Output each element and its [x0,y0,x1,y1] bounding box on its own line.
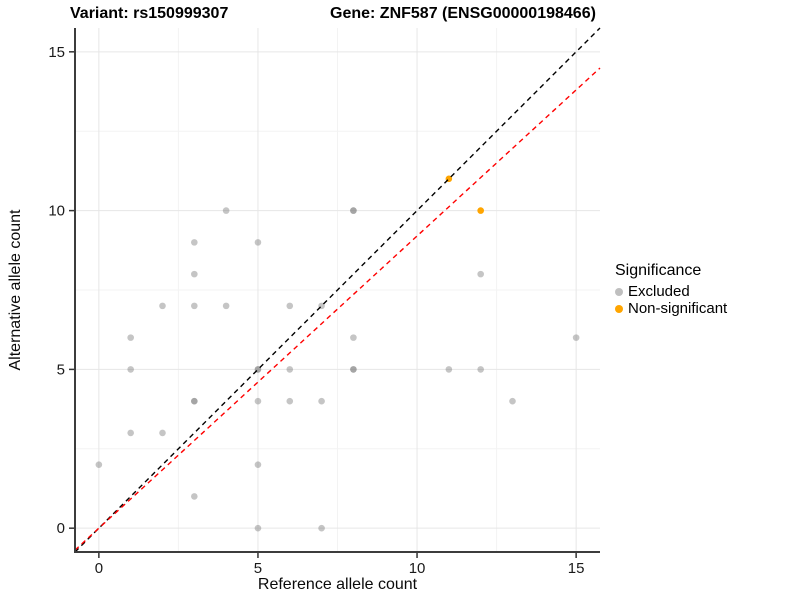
data-point-excluded [159,429,166,437]
excluded-dot-icon [615,287,623,296]
data-point-excluded [191,270,198,278]
data-point-excluded [127,366,134,373]
y-tick-label: 5 [57,361,65,378]
x-axis-label: Reference allele count [257,576,418,593]
data-point-excluded [95,461,103,468]
data-point-excluded [318,397,325,405]
data-point-excluded [318,524,325,532]
data-point-excluded [191,239,198,246]
x-tick-label: 10 [409,560,426,577]
data-point-excluded [191,493,198,500]
x-tick-label: 15 [568,560,585,577]
data-point-excluded [350,207,357,214]
data-point-excluded [159,302,166,310]
data-point-excluded [254,524,262,532]
data-point-excluded [191,397,198,405]
data-point-excluded [477,366,484,373]
data-point-excluded [286,366,294,373]
data-point-excluded [127,334,134,341]
data-point-excluded [222,302,230,310]
data-point-excluded [477,270,484,278]
data-point-excluded [286,397,294,405]
legend-item-label: Non-significant [628,300,728,317]
ratio-line [74,67,601,551]
data-point-excluded [445,366,453,373]
y-axis-label: Alternative allele count [7,209,24,371]
data-point-excluded [350,366,357,373]
legend: Significance Excluded Non-significant [615,262,727,317]
data-point-excluded [572,334,580,341]
data-point-excluded [127,429,134,437]
y-tick-label: 10 [48,203,65,220]
data-point-excluded [350,334,357,341]
data-point-excluded [191,302,198,310]
non-significant-dot-icon [615,304,623,313]
identity-line [74,27,601,553]
plot-title-gene: Gene: ZNF587 (ENSG00000198466) [330,5,596,22]
y-tick-label: 0 [57,520,65,537]
data-point-excluded [254,239,262,246]
data-point-excluded [350,366,357,373]
data-point-non-significant [477,207,484,214]
legend-item-non-significant: Non-significant [615,300,727,317]
plot-title-variant: Variant: rs150999307 [70,5,229,22]
legend-item-excluded: Excluded [615,283,727,300]
data-point-excluded [286,302,294,310]
data-point-excluded [254,397,262,405]
x-tick-label: 0 [95,560,103,577]
legend-item-label: Excluded [628,283,690,300]
x-tick-label: 5 [254,560,262,577]
data-point-excluded [509,397,516,405]
y-tick-label: 15 [48,44,65,61]
data-point-excluded [191,397,198,405]
data-point-excluded [254,461,262,468]
data-point-excluded [222,207,230,214]
legend-title: Significance [615,262,702,279]
data-point-excluded [350,207,357,214]
